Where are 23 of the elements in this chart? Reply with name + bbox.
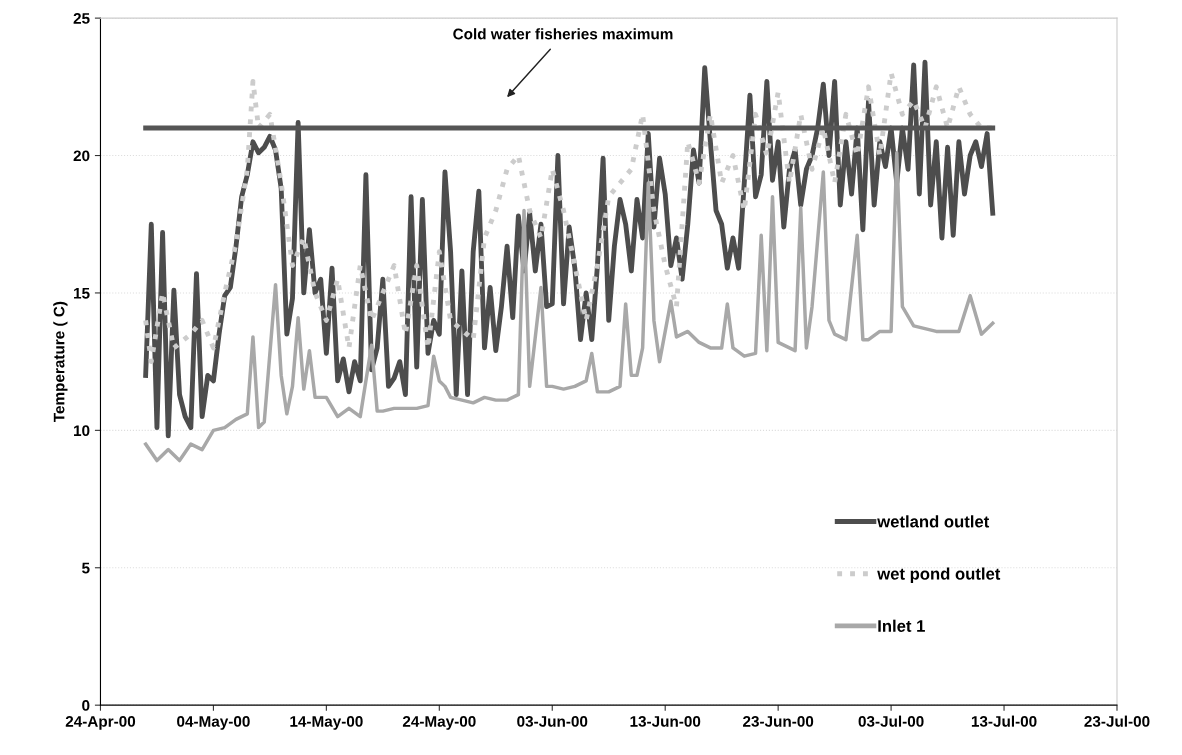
x-tick-label: 14-May-00: [290, 715, 363, 730]
y-axis-title: Temperature ( C): [53, 301, 68, 423]
line-series: [143, 59, 996, 439]
y-tick-label: 15: [74, 287, 90, 299]
x-tick-label: 03-Jun-00: [517, 715, 588, 727]
legend-label: wetland outlet: [877, 515, 990, 528]
y-tick-label: 5: [82, 562, 90, 574]
x-tick-label: 03-Jul-00: [858, 715, 924, 727]
x-tick-label: 24-May-00: [402, 715, 476, 730]
x-tick-label: 24-Apr-00: [65, 715, 136, 730]
line-series: [143, 151, 995, 463]
y-tick-label: 20: [73, 150, 90, 162]
y-tick-label: 10: [74, 425, 90, 437]
x-tick-label: 13-Jun-00: [630, 715, 701, 727]
legend-label: Inlet 1: [878, 619, 925, 632]
annotation: Cold water fisheries maximum: [453, 28, 673, 40]
x-tick-label: 23-Jun-00: [743, 715, 814, 727]
x-tick-label: 13-Jul-00: [971, 715, 1037, 727]
y-tick-label: 25: [73, 12, 90, 24]
legend-label: wet pond outlet: [877, 567, 1001, 583]
x-tick-label: 23-Jul-00: [1084, 715, 1150, 727]
x-tick-label: 04-May-00: [177, 715, 250, 730]
y-tick-label: 0: [82, 700, 90, 711]
